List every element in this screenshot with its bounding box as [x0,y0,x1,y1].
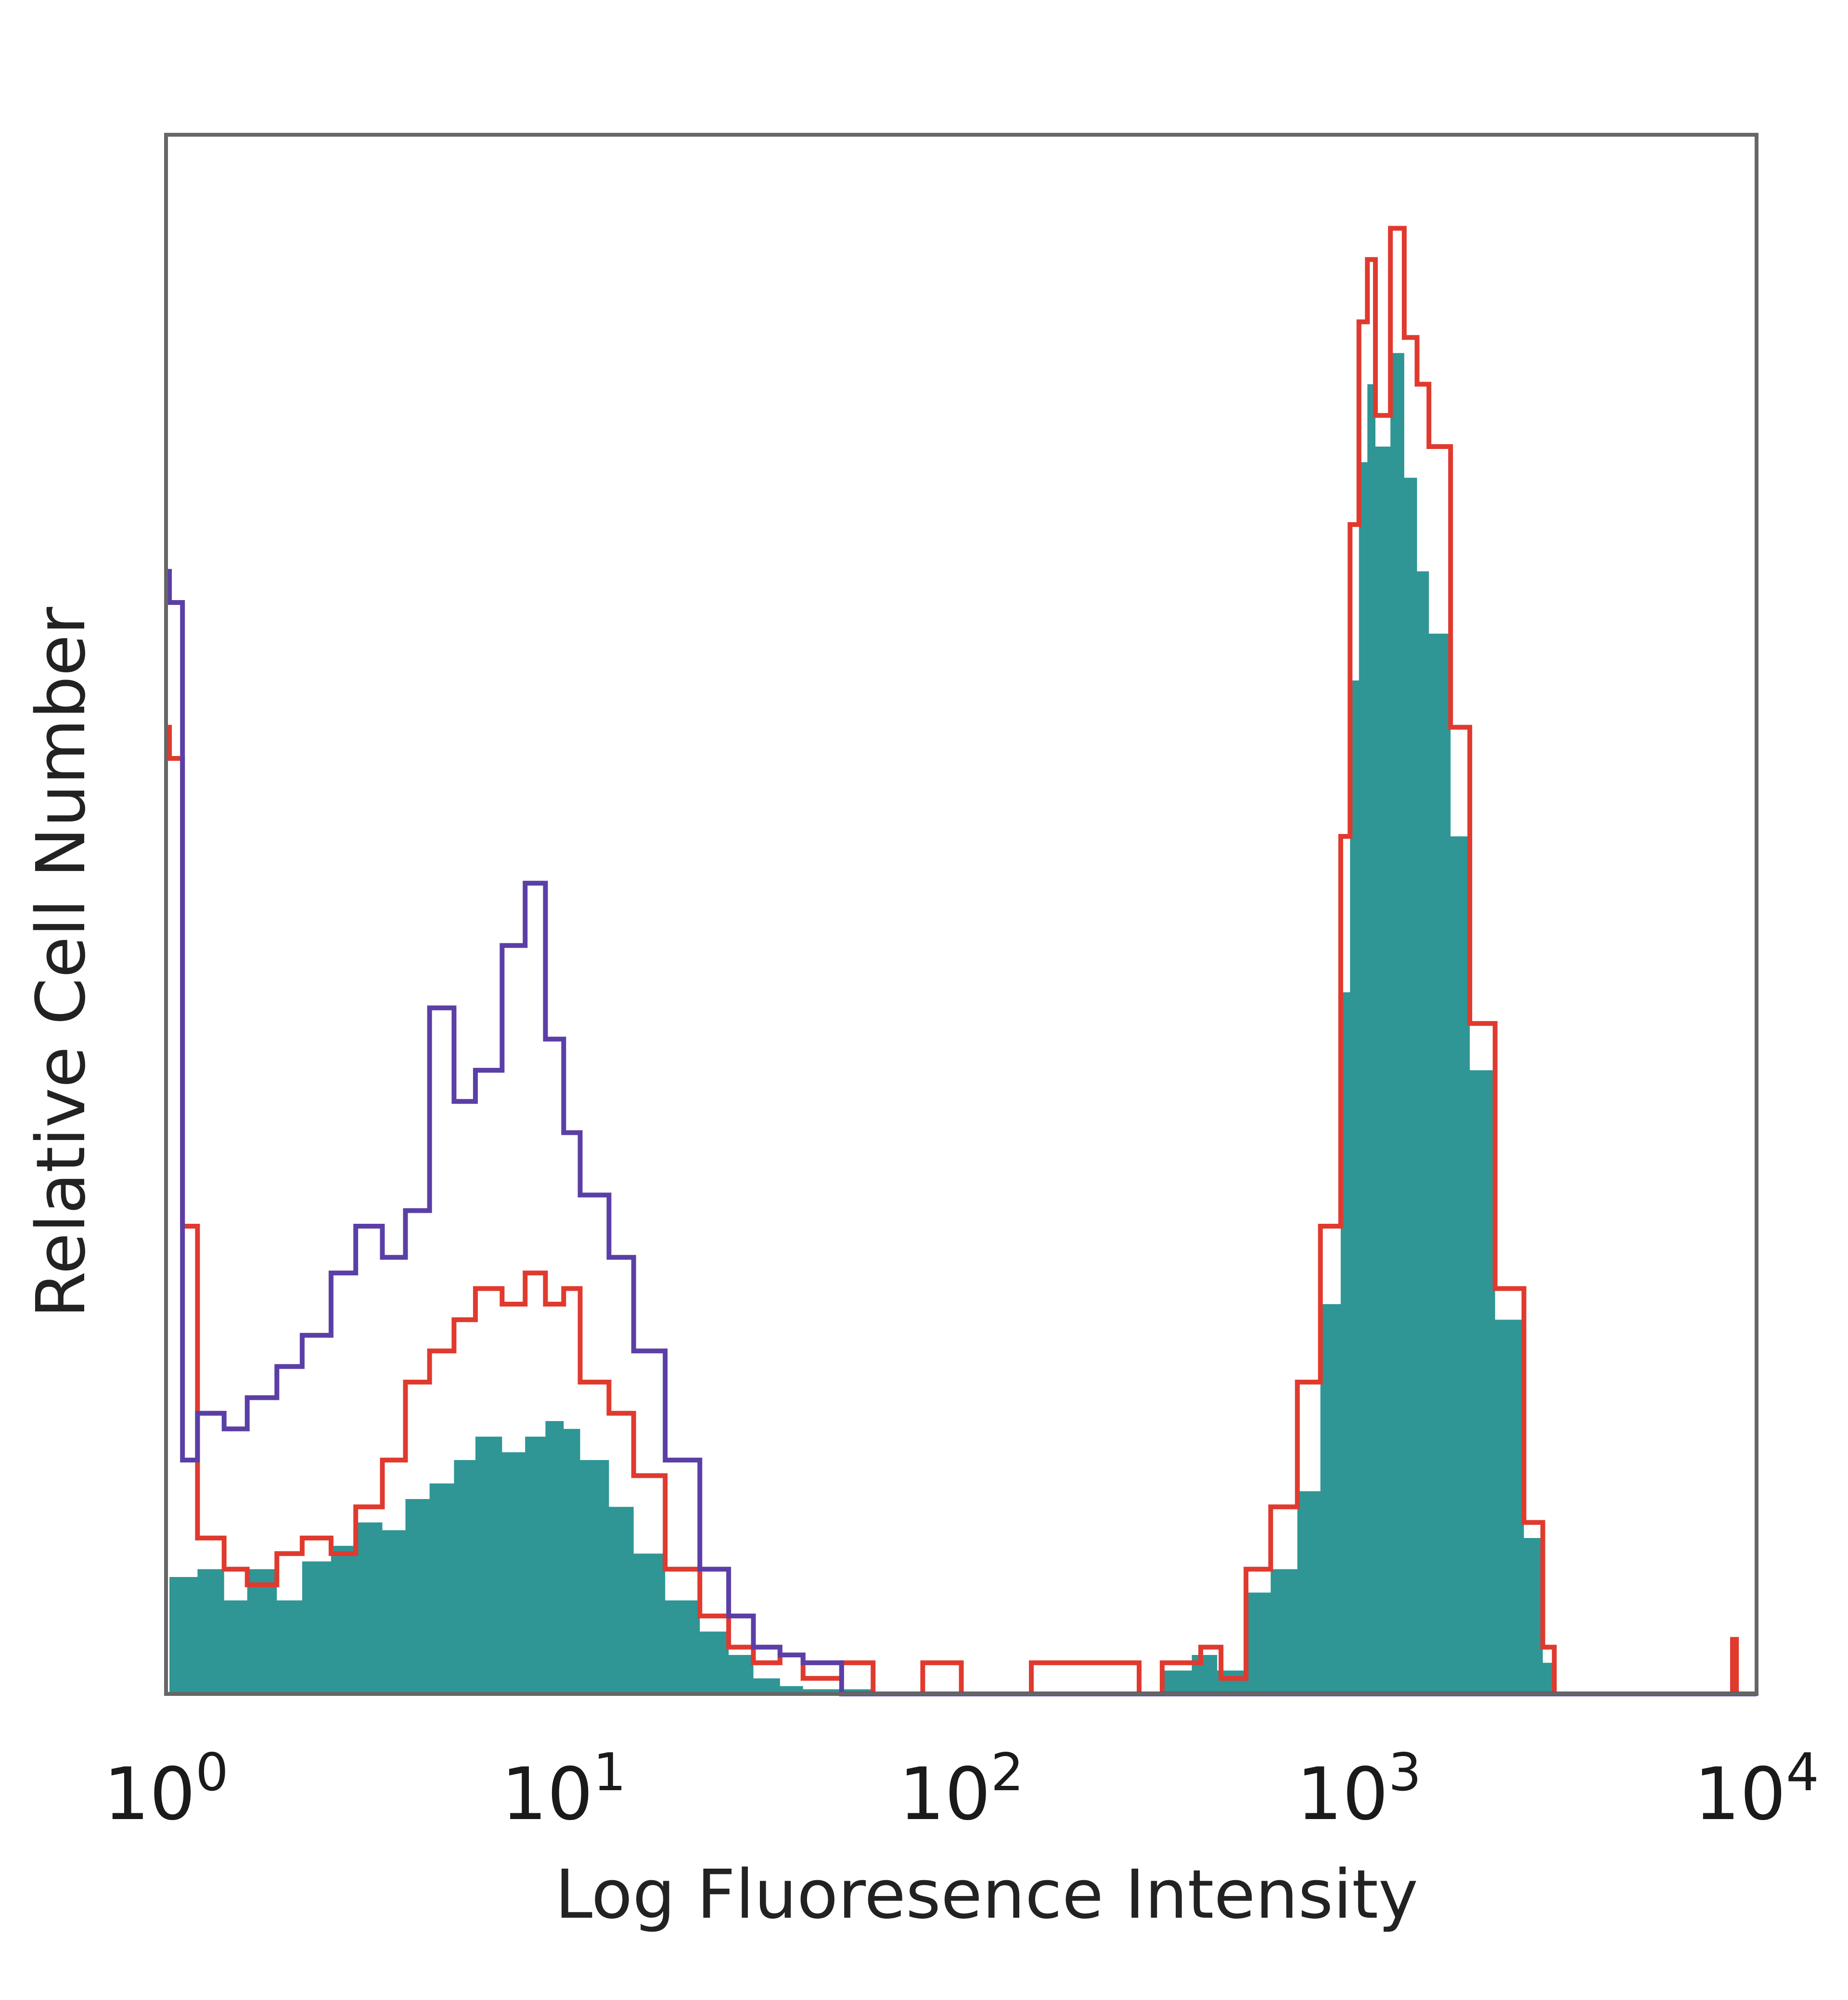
y-axis-title: Relative Cell Number [22,607,101,1318]
x-tick-label-2: 102 [899,1743,1024,1836]
x-tick-labels: 100 101 102 103 104 [103,1743,1819,1836]
x-tick-label-3: 103 [1296,1743,1422,1836]
plot-frame [164,133,1758,1696]
x-axis-title: Log Fluoresence Intensity [555,1856,1418,1934]
series-1 [166,353,1757,1694]
series-layer [166,226,1757,1696]
series-3 [166,569,1757,1696]
x-tick-label-1: 101 [501,1743,627,1836]
x-tick-label-4: 104 [1694,1743,1819,1836]
x-tick-label-0: 100 [103,1743,229,1836]
